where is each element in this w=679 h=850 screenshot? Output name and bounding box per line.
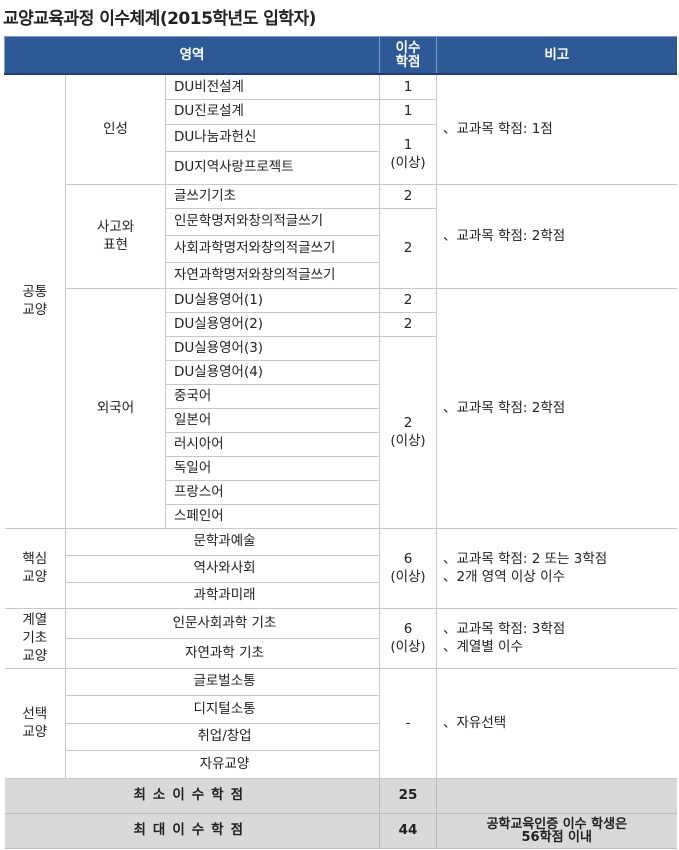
table-row: 스페인어 bbox=[5, 503, 677, 529]
course-name: DU진로설계 bbox=[165, 98, 380, 125]
course-name: 스페인어 bbox=[165, 503, 380, 529]
header-note: 비고 bbox=[436, 36, 677, 75]
credits-value: 1 (이상) bbox=[379, 123, 437, 185]
course-name: 러시아어 bbox=[165, 431, 380, 457]
table-row: 선택 교양 글로벌소통 - 、자유선택 bbox=[4, 667, 677, 779]
table-row: DU실용영어(4) bbox=[5, 359, 677, 385]
header-area: 영역 bbox=[4, 36, 380, 75]
area-label: 선택 교양 bbox=[4, 667, 66, 779]
table-row: 인문학명저와창의적글쓰기 2 bbox=[5, 207, 677, 289]
total-label: 최소이수학점 bbox=[4, 777, 380, 814]
page-title: 교양교육과정 이수체계(2015학년도 입학자) bbox=[3, 9, 316, 29]
course-name: 디지털소통 bbox=[65, 694, 380, 724]
table-row: 자연과학 기초 bbox=[5, 637, 677, 669]
course-name: 사회과학명저와창의적글쓰기 bbox=[165, 234, 380, 263]
total-note: 공학교육인증 이수 학생은 56학점 이내 bbox=[436, 812, 677, 849]
course-name: 글로벌소통 bbox=[65, 667, 380, 696]
table-row: DU실용영어(3) 2 (이상) bbox=[5, 335, 677, 529]
course-name: 역사와사회 bbox=[65, 554, 380, 583]
area-label: 핵심 교양 bbox=[4, 527, 66, 609]
course-name: 일본어 bbox=[165, 407, 380, 433]
table-row: DU나눔과헌신 1 (이상) bbox=[5, 123, 677, 185]
note-text: 、자유선택 bbox=[436, 667, 677, 779]
note-text: 、교과목 학점: 1점 bbox=[436, 73, 677, 185]
course-name: 독일어 bbox=[165, 455, 380, 481]
course-name: 취업/창업 bbox=[65, 722, 380, 751]
table-row: 자유교양 bbox=[5, 749, 677, 779]
course-name: 문학과예술 bbox=[65, 527, 380, 556]
table-row: 프랑스어 bbox=[5, 479, 677, 505]
total-credits: 25 bbox=[379, 777, 437, 814]
course-name: DU비전설계 bbox=[165, 73, 380, 100]
table-row: 디지털소통 bbox=[5, 694, 677, 724]
table-row: 중국어 bbox=[5, 383, 677, 409]
course-name: DU실용영어(4) bbox=[165, 359, 380, 385]
subarea-label: 사고와 표현 bbox=[65, 183, 166, 289]
table-row: DU지역사랑프로젝트 bbox=[5, 150, 677, 185]
course-name: 글쓰기기초 bbox=[165, 183, 380, 209]
table-row: 자연과학명저와창의적글쓰기 bbox=[5, 261, 677, 289]
course-name: 자유교양 bbox=[65, 749, 380, 779]
credits-value: 2 (이상) bbox=[379, 335, 437, 529]
table-header: 영역 이수 학점 비고 bbox=[4, 36, 677, 75]
header-credits: 이수 학점 bbox=[379, 36, 437, 75]
credits-value: 2 bbox=[379, 207, 437, 289]
subarea-label: 외국어 bbox=[65, 287, 166, 529]
course-name: DU실용영어(2) bbox=[165, 311, 380, 337]
total-credits: 44 bbox=[379, 812, 437, 849]
table-row: DU실용영어(2) 2 bbox=[5, 311, 677, 337]
table-row: 공통 교양 인성 DU비전설계 1 、교과목 학점: 1점 bbox=[4, 73, 677, 529]
credits-value: 1 bbox=[379, 98, 437, 125]
subarea-label: 인성 bbox=[65, 73, 166, 185]
course-name: 자연과학 기초 bbox=[65, 637, 380, 669]
credits-value: - bbox=[379, 667, 437, 779]
area-label: 공통 교양 bbox=[4, 73, 66, 529]
min-credits-row: 최소이수학점 25 bbox=[4, 777, 677, 814]
credits-value: 6 (이상) bbox=[379, 527, 437, 609]
credits-value: 2 bbox=[379, 311, 437, 337]
course-name: 과학과미래 bbox=[65, 581, 380, 609]
table-row: 취업/창업 bbox=[5, 722, 677, 751]
table-row: 일본어 bbox=[5, 407, 677, 433]
course-name: 인문사회과학 기초 bbox=[65, 607, 380, 639]
curriculum-table: 영역 이수 학점 비고 공통 교양 인성 DU비전설계 1 、교과목 학점: 1점 DU진… bbox=[4, 36, 677, 849]
note-text: 、교과목 학점: 3학점 、계열별 이수 bbox=[436, 607, 677, 669]
course-name: 자연과학명저와창의적글쓰기 bbox=[165, 261, 380, 289]
course-name: DU실용영어(3) bbox=[165, 335, 380, 361]
table-row: 사회과학명저와창의적글쓰기 bbox=[5, 234, 677, 263]
max-credits-row: 최대이수학점 44 공학교육인증 이수 학생은 56학점 이내 bbox=[4, 812, 677, 849]
course-name: DU나눔과헌신 bbox=[165, 123, 380, 152]
table-row: 러시아어 bbox=[5, 431, 677, 457]
table-row: 핵심 교양 문학과예술 6 (이상) 、교과목 학점: 2 또는 3학점 、2개 영역… bbox=[4, 527, 677, 609]
note-text: 、교과목 학점: 2학점 bbox=[436, 287, 677, 529]
note-text: 、교과목 학점: 2학점 bbox=[436, 183, 677, 289]
table-row: 사고와 표현 글쓰기기초 2 、교과목 학점: 2학점 bbox=[5, 183, 677, 289]
note-text: 、교과목 학점: 2 또는 3학점 、2개 영역 이상 이수 bbox=[436, 527, 677, 609]
course-name: DU지역사랑프로젝트 bbox=[165, 150, 380, 185]
credits-value: 2 bbox=[379, 183, 437, 209]
table-row: 계열 기초 교양 인문사회과학 기초 6 (이상) 、교과목 학점: 3학점 、계열별… bbox=[4, 607, 677, 669]
credits-value: 1 bbox=[379, 73, 437, 100]
total-note bbox=[436, 777, 677, 814]
course-name: 프랑스어 bbox=[165, 479, 380, 505]
course-name: 인문학명저와창의적글쓰기 bbox=[165, 207, 380, 236]
table-row: DU진로설계 1 bbox=[5, 98, 677, 125]
course-name: DU실용영어(1) bbox=[165, 287, 380, 313]
credits-value: 2 bbox=[379, 287, 437, 313]
table-row: 독일어 bbox=[5, 455, 677, 481]
credits-value: 6 (이상) bbox=[379, 607, 437, 669]
total-label: 최대이수학점 bbox=[4, 812, 380, 849]
area-label: 계열 기초 교양 bbox=[4, 607, 66, 669]
table-row: 외국어 DU실용영어(1) 2 、교과목 학점: 2학점 bbox=[5, 287, 677, 529]
course-name: 중국어 bbox=[165, 383, 380, 409]
table-row: 역사와사회 bbox=[5, 554, 677, 583]
